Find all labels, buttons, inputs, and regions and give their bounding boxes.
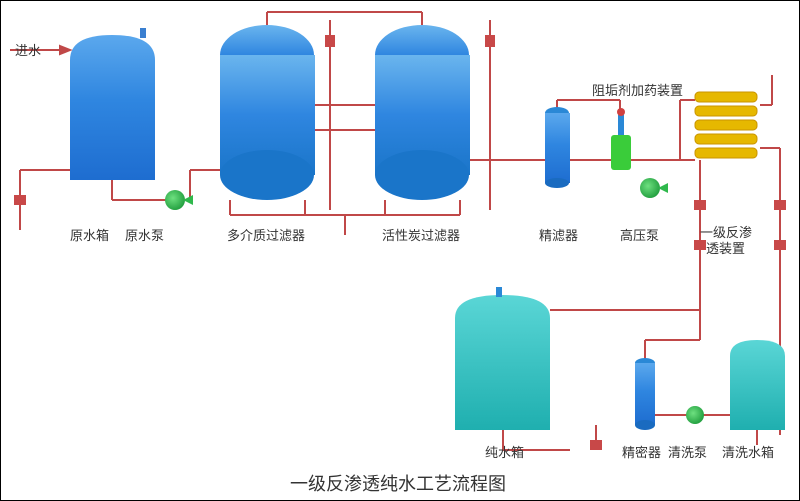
ro-module-shape — [695, 92, 757, 158]
ro-label-2: 透装置 — [706, 238, 745, 257]
precision2-label: 精密器 — [622, 442, 661, 461]
multi-media-filter-shape — [220, 25, 315, 200]
carbon-filter-shape — [375, 25, 470, 200]
pure-tank-label: 纯水箱 — [485, 442, 524, 461]
dosing-device-shape — [611, 108, 631, 170]
raw-pump-label: 原水泵 — [125, 225, 164, 244]
multi-filter-label: 多介质过滤器 — [227, 225, 305, 244]
process-diagram — [0, 0, 800, 501]
clean-pump-label: 清洗泵 — [668, 442, 707, 461]
hp-pump-label: 高压泵 — [620, 225, 659, 244]
precision-filter-shape — [545, 107, 570, 188]
pure-water-tank-shape — [455, 287, 550, 430]
hp-pump-shape — [640, 178, 660, 198]
carbon-filter-label: 活性炭过滤器 — [382, 225, 460, 244]
clean-tank-label: 清洗水箱 — [722, 442, 774, 461]
dosing-label: 阻垢剂加药装置 — [592, 80, 683, 99]
raw-tank-label: 原水箱 — [70, 225, 109, 244]
inlet-label: 进水 — [15, 40, 41, 59]
diagram-title: 一级反渗透纯水工艺流程图 — [290, 470, 506, 496]
precision2-shape — [635, 358, 655, 430]
clean-tank-shape — [730, 340, 785, 430]
precision-filter-label: 精滤器 — [539, 225, 578, 244]
raw-water-tank-shape — [70, 28, 155, 180]
raw-pump-shape — [165, 190, 185, 210]
clean-pump-shape — [686, 406, 704, 424]
